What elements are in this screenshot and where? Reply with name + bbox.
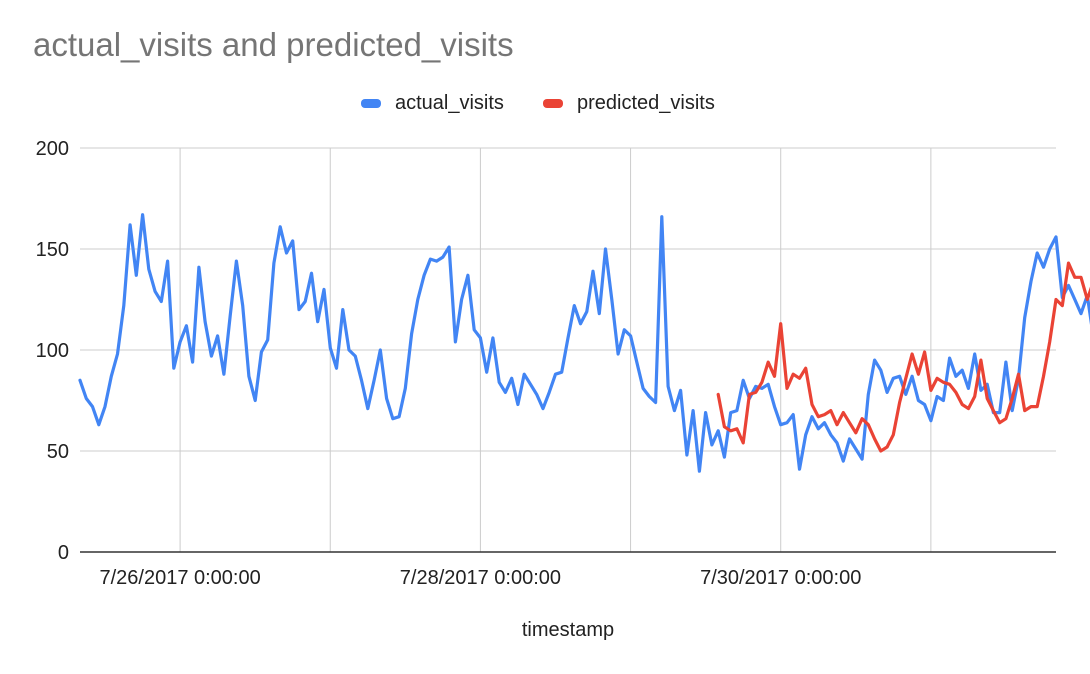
- y-tick-label: 0: [58, 542, 69, 564]
- legend-swatch-predicted-visits: [543, 98, 563, 108]
- series-line-actual-visits: [78, 213, 1090, 473]
- legend-swatch-actual-visits: [361, 98, 381, 108]
- legend: actual_visits predicted_visits: [0, 89, 1090, 117]
- x-tick-label: 7/30/2017 0:00:00: [700, 567, 861, 589]
- chart-title: actual_visits and predicted_visits: [33, 26, 514, 63]
- y-tick-label: 150: [36, 239, 69, 261]
- x-tick-label: 7/28/2017 0:00:00: [400, 567, 561, 589]
- series-layer: [78, 213, 1090, 473]
- series-line-predicted-visits: [716, 261, 1090, 453]
- legend-item-predicted-visits[interactable]: predicted_visits: [543, 89, 715, 117]
- legend-item-actual-visits[interactable]: actual_visits: [361, 89, 504, 117]
- axes: 0 50 100 150 200 7/26/2017 0:00:00 7/28/2017 0…: [36, 138, 1056, 589]
- y-tick-label: 200: [36, 138, 69, 160]
- legend-label-actual-visits: actual_visits: [395, 91, 504, 114]
- y-tick-label: 100: [36, 340, 69, 362]
- legend-label-predicted-visits: predicted_visits: [577, 91, 715, 114]
- y-tick-label: 50: [47, 441, 69, 463]
- x-axis-label: timestamp: [522, 619, 614, 641]
- x-tick-label: 7/26/2017 0:00:00: [99, 567, 260, 589]
